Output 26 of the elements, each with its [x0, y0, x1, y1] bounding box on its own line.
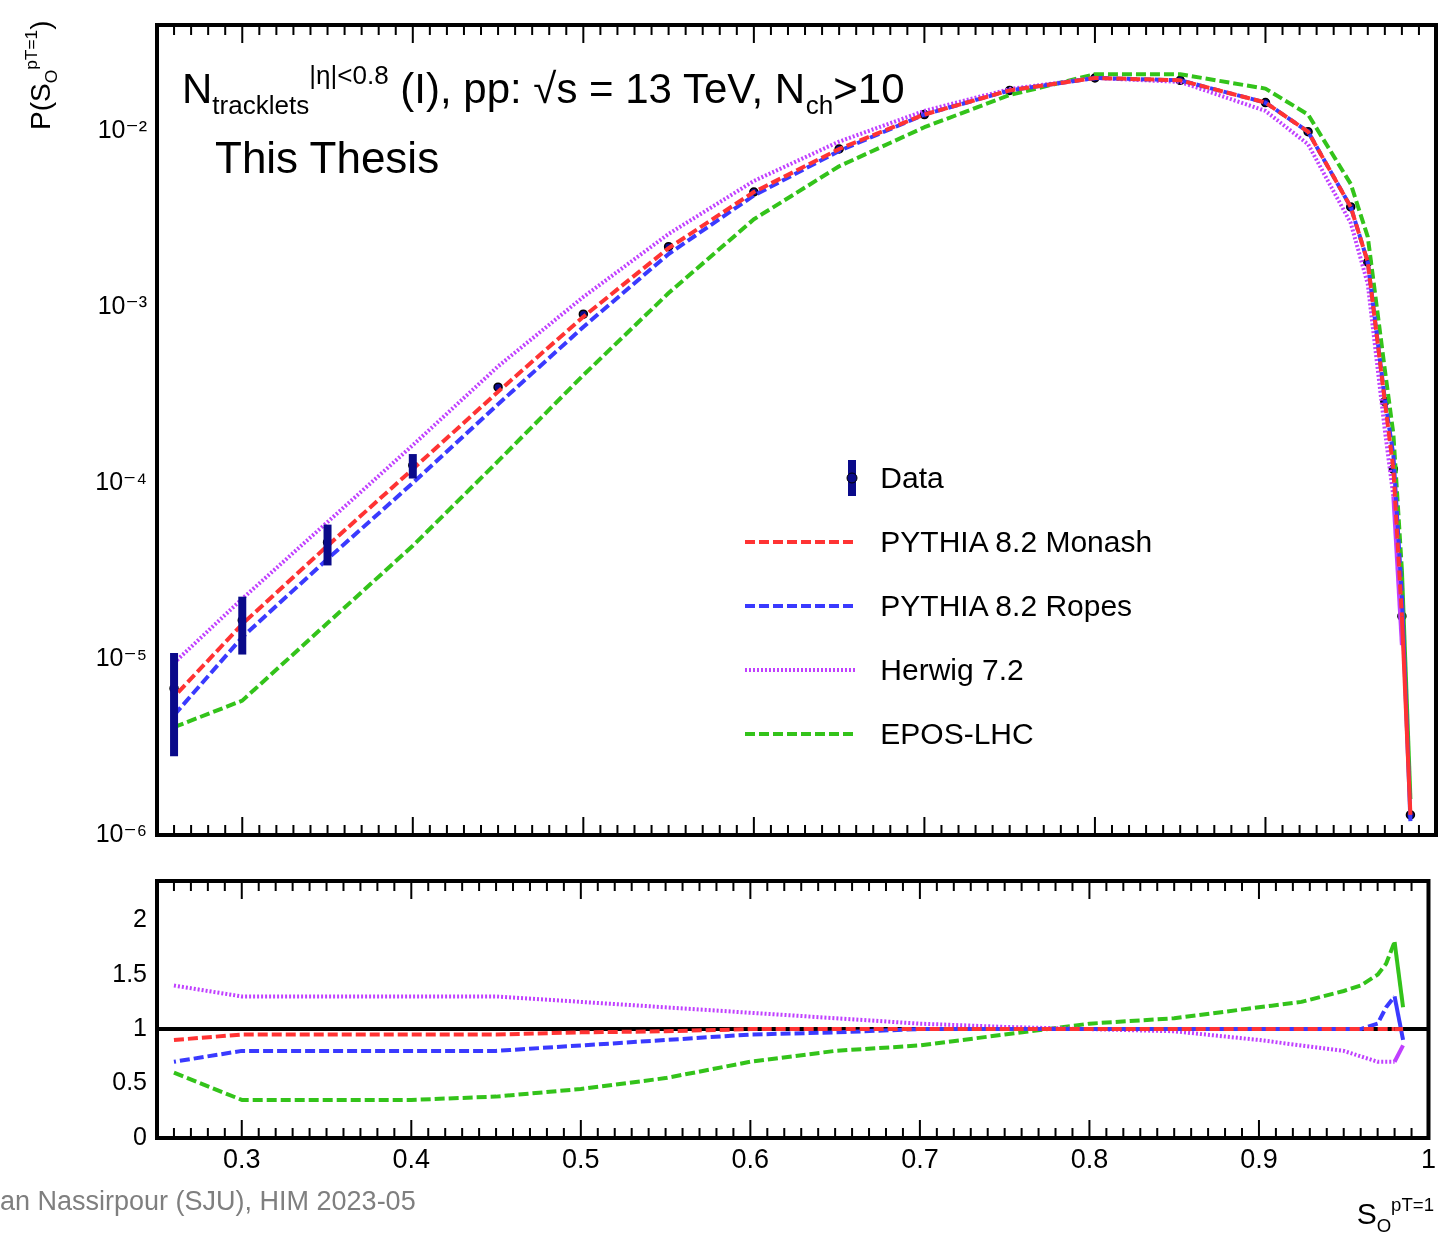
- y-tick-label: 1: [133, 1012, 147, 1041]
- annotation: This Thesis: [215, 133, 440, 182]
- x-tick-label: 0.8: [1070, 1143, 1109, 1174]
- legend-label: Herwig 7.2: [880, 653, 1024, 688]
- legend-label: Data: [880, 461, 944, 496]
- y-tick-label: 10⁻³: [97, 290, 147, 319]
- x-tick-label: 0.3: [222, 1143, 261, 1174]
- x-tick-label: 0.7: [901, 1143, 939, 1174]
- y-tick-label: 2: [133, 904, 147, 933]
- y-tick-label: 10⁻⁶: [95, 818, 147, 847]
- x-tick-label: 0.6: [731, 1143, 770, 1174]
- y-tick-label: 0.5: [112, 1067, 147, 1096]
- legend-label: PYTHIA 8.2 Ropes: [880, 589, 1133, 624]
- legend-label: PYTHIA 8.2 Monash: [880, 525, 1153, 560]
- x-tick-label: 0.5: [562, 1143, 600, 1174]
- x-tick-label: 1: [1420, 1143, 1437, 1174]
- y-tick-label: 0: [133, 1121, 147, 1150]
- text: an Nassirpour (SJU), HIM 2023-05: [0, 1186, 416, 1216]
- y-tick-label: 1.5: [112, 958, 147, 987]
- y-tick-label: 10⁻⁵: [95, 642, 147, 671]
- x-tick-label: 0.9: [1240, 1143, 1278, 1174]
- y-axis-title: P(SOpT=1): [21, 20, 61, 130]
- x-tick-label: 0.4: [392, 1143, 431, 1174]
- y-tick-label: 10⁻⁴: [95, 466, 147, 495]
- legend-label: EPOS-LHC: [880, 717, 1034, 752]
- y-tick-label: 10⁻²: [97, 114, 147, 143]
